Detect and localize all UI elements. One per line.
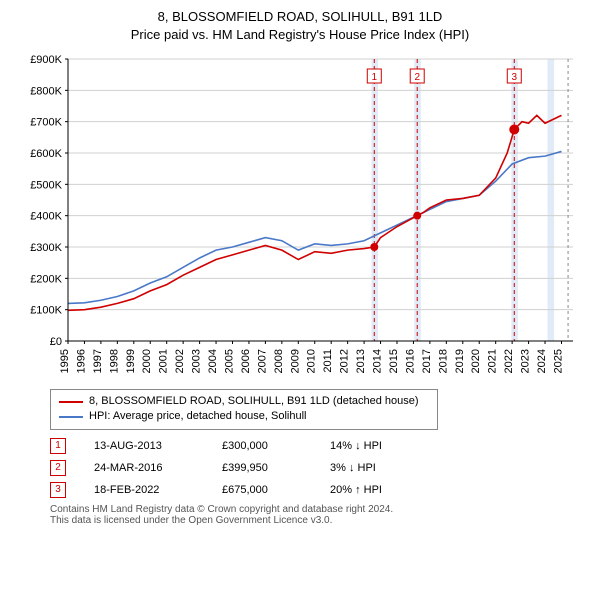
sale-delta: 20% ↑ HPI bbox=[330, 484, 420, 496]
x-tick-label: 2003 bbox=[191, 349, 203, 373]
x-tick-label: 1996 bbox=[75, 349, 87, 373]
x-tick-label: 2008 bbox=[273, 349, 285, 373]
y-tick-label: £300K bbox=[30, 242, 62, 254]
y-tick-label: £800K bbox=[30, 85, 62, 97]
sale-row: 1 13-AUG-2013 £300,000 14% ↓ HPI bbox=[50, 438, 600, 454]
y-tick-label: £600K bbox=[30, 148, 62, 160]
x-tick-label: 2019 bbox=[454, 349, 466, 373]
sales-block: 1 13-AUG-2013 £300,000 14% ↓ HPI 2 24-MAR-201… bbox=[50, 438, 600, 498]
y-tick-label: £400K bbox=[30, 211, 62, 223]
y-tick-label: £0 bbox=[50, 336, 62, 348]
sale-marker bbox=[509, 125, 519, 135]
series-hpi bbox=[68, 152, 561, 304]
x-tick-label: 2020 bbox=[470, 349, 482, 373]
x-tick-label: 2024 bbox=[536, 349, 548, 373]
x-tick-label: 2016 bbox=[404, 349, 416, 373]
sale-date: 18-FEB-2022 bbox=[94, 484, 194, 496]
sale-row: 2 24-MAR-2016 £399,950 3% ↓ HPI bbox=[50, 460, 600, 476]
sale-marker bbox=[370, 243, 378, 251]
x-tick-label: 2014 bbox=[372, 349, 384, 373]
footer: Contains HM Land Registry data © Crown c… bbox=[50, 504, 600, 526]
x-tick-label: 1998 bbox=[108, 349, 120, 373]
sale-date: 13-AUG-2013 bbox=[94, 440, 194, 452]
sale-badge: 1 bbox=[50, 438, 66, 454]
footer-line-1: Contains HM Land Registry data © Crown c… bbox=[50, 504, 600, 515]
series-price_paid bbox=[68, 115, 561, 310]
x-tick-label: 2013 bbox=[355, 349, 367, 373]
chart-svg: 1 2 3 £0 £100K £200K £300K £400K £500K £600K £700K… bbox=[20, 53, 580, 383]
legend-label: 8, BLOSSOMFIELD ROAD, SOLIHULL, B91 1LD … bbox=[89, 394, 419, 409]
sale-delta: 14% ↓ HPI bbox=[330, 440, 420, 452]
title-block: 8, BLOSSOMFIELD ROAD, SOLIHULL, B91 1LD … bbox=[0, 0, 600, 43]
x-tick-label: 1999 bbox=[125, 349, 137, 373]
page-subtitle: Price paid vs. HM Land Registry's House … bbox=[0, 26, 600, 44]
x-tick-label: 2010 bbox=[306, 349, 318, 373]
chart: 1 2 3 £0 £100K £200K £300K £400K £500K £600K £700K… bbox=[20, 53, 580, 383]
legend-row: HPI: Average price, detached house, Soli… bbox=[59, 409, 429, 424]
x-tick-label: 2001 bbox=[158, 349, 170, 373]
x-tick-label: 2021 bbox=[487, 349, 499, 373]
x-tick-label: 2017 bbox=[421, 349, 433, 373]
x-tick-label: 2009 bbox=[289, 349, 301, 373]
x-tick-label: 2012 bbox=[339, 349, 351, 373]
page-title: 8, BLOSSOMFIELD ROAD, SOLIHULL, B91 1LD bbox=[0, 8, 600, 26]
x-tick-label: 2022 bbox=[503, 349, 515, 373]
x-tick-label: 2023 bbox=[520, 349, 532, 373]
sale-badge: 3 bbox=[50, 482, 66, 498]
y-tick-label: £100K bbox=[30, 305, 62, 317]
x-tick-label: 2011 bbox=[322, 349, 334, 373]
x-tick-label: 2006 bbox=[240, 349, 252, 373]
sale-badge: 2 bbox=[50, 460, 66, 476]
sale-delta: 3% ↓ HPI bbox=[330, 462, 420, 474]
marker-badge-label: 1 bbox=[372, 72, 378, 83]
x-tick-label: 2000 bbox=[141, 349, 153, 373]
legend-swatch bbox=[59, 401, 83, 403]
y-tick-label: £500K bbox=[30, 179, 62, 191]
page-container: 8, BLOSSOMFIELD ROAD, SOLIHULL, B91 1LD … bbox=[0, 0, 600, 526]
sale-date: 24-MAR-2016 bbox=[94, 462, 194, 474]
legend-box: 8, BLOSSOMFIELD ROAD, SOLIHULL, B91 1LD … bbox=[50, 389, 438, 430]
y-tick-label: £200K bbox=[30, 273, 62, 285]
x-tick-label: 2015 bbox=[388, 349, 400, 373]
y-tick-label: £700K bbox=[30, 117, 62, 129]
x-tick-label: 2018 bbox=[437, 349, 449, 373]
x-tick-label: 2025 bbox=[552, 349, 564, 373]
legend-row: 8, BLOSSOMFIELD ROAD, SOLIHULL, B91 1LD … bbox=[59, 394, 429, 409]
sale-row: 3 18-FEB-2022 £675,000 20% ↑ HPI bbox=[50, 482, 600, 498]
marker-badge-label: 3 bbox=[511, 72, 517, 83]
highlight-band bbox=[548, 59, 555, 341]
x-tick-label: 2002 bbox=[174, 349, 186, 373]
marker-badge-label: 2 bbox=[414, 72, 420, 83]
legend-label: HPI: Average price, detached house, Soli… bbox=[89, 409, 307, 424]
y-tick-label: £900K bbox=[30, 54, 62, 66]
sale-price: £675,000 bbox=[222, 484, 302, 496]
sale-marker bbox=[413, 212, 421, 220]
sale-price: £300,000 bbox=[222, 440, 302, 452]
sale-price: £399,950 bbox=[222, 462, 302, 474]
x-tick-label: 1995 bbox=[59, 349, 71, 373]
x-tick-label: 2004 bbox=[207, 349, 219, 373]
x-tick-label: 2007 bbox=[256, 349, 268, 373]
footer-line-2: This data is licensed under the Open Gov… bbox=[50, 515, 600, 526]
x-tick-label: 1997 bbox=[92, 349, 104, 373]
x-tick-label: 2005 bbox=[223, 349, 235, 373]
legend-swatch bbox=[59, 416, 83, 418]
